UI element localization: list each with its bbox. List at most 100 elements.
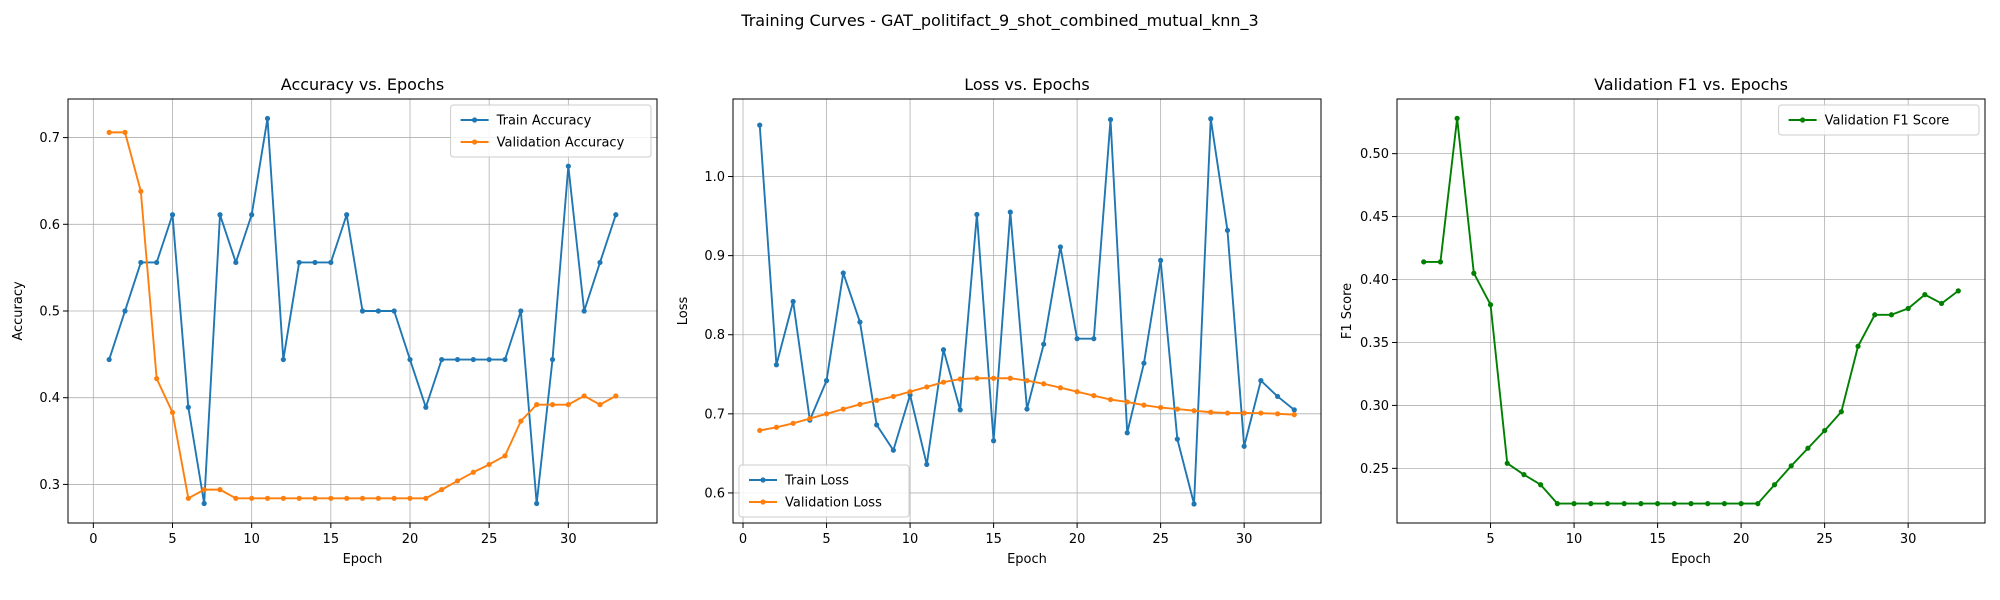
data-point bbox=[1638, 501, 1644, 507]
data-point bbox=[470, 469, 476, 475]
x-axis-label: Epoch bbox=[1671, 552, 1711, 567]
legend-label: Train Loss bbox=[784, 474, 849, 489]
data-point bbox=[391, 495, 397, 501]
data-point bbox=[518, 308, 524, 314]
data-point bbox=[169, 409, 176, 416]
data-point bbox=[1124, 399, 1130, 405]
data-point bbox=[1705, 501, 1711, 507]
data-point bbox=[957, 407, 963, 413]
data-point bbox=[423, 495, 429, 501]
data-point bbox=[1024, 378, 1030, 384]
y-tick-label: 0.7 bbox=[39, 131, 60, 146]
data-point bbox=[1487, 302, 1494, 308]
x-tick-label: 20 bbox=[402, 532, 419, 547]
x-tick-label: 5 bbox=[168, 532, 176, 547]
data-point bbox=[1241, 443, 1247, 449]
axes-frame bbox=[732, 98, 1322, 524]
data-point bbox=[249, 495, 255, 501]
data-point bbox=[1721, 501, 1728, 507]
y-tick-label: 1.0 bbox=[704, 170, 725, 185]
x-tick-label: 30 bbox=[560, 532, 577, 547]
data-point bbox=[106, 356, 112, 363]
data-point bbox=[1554, 501, 1560, 507]
x-tick-label: 5 bbox=[822, 532, 830, 547]
legend-swatch-marker bbox=[760, 477, 766, 483]
data-point bbox=[1437, 259, 1444, 265]
chart-panel-2: 0 5 10 15 20 25 30 0.6 0.7 0.8 0.9 1.0 Loss vs. Epoc… bbox=[676, 75, 1322, 567]
data-point bbox=[280, 495, 286, 501]
data-point bbox=[154, 376, 160, 382]
data-point bbox=[1124, 430, 1130, 436]
data-point bbox=[1838, 409, 1844, 415]
data-point bbox=[1274, 393, 1281, 400]
data-point bbox=[375, 308, 381, 314]
data-point bbox=[1158, 404, 1164, 411]
data-point bbox=[940, 379, 947, 385]
data-point bbox=[154, 259, 160, 266]
data-point bbox=[1888, 312, 1895, 318]
y-tick-label: 0.50 bbox=[1360, 147, 1389, 162]
data-point bbox=[1872, 312, 1878, 318]
data-point bbox=[486, 461, 492, 468]
data-point bbox=[757, 122, 763, 128]
x-tick-label: 15 bbox=[985, 532, 1002, 547]
data-point bbox=[454, 356, 461, 363]
data-point bbox=[1158, 257, 1164, 263]
data-point bbox=[1291, 407, 1297, 413]
data-point bbox=[1024, 406, 1030, 412]
data-point bbox=[1621, 501, 1627, 507]
data-point bbox=[1604, 501, 1611, 507]
x-tick-label: 30 bbox=[1236, 532, 1253, 547]
data-point bbox=[1671, 501, 1677, 507]
data-point bbox=[439, 356, 445, 363]
legend-box bbox=[738, 464, 910, 518]
data-point bbox=[1538, 482, 1544, 488]
data-point bbox=[1955, 288, 1961, 294]
data-point bbox=[1074, 336, 1080, 342]
y-tick-label: 0.7 bbox=[704, 407, 725, 422]
data-point bbox=[773, 424, 780, 430]
x-tick-label: 15 bbox=[323, 532, 340, 547]
data-point bbox=[1738, 501, 1744, 507]
data-point bbox=[502, 453, 508, 459]
x-axis-label: Epoch bbox=[1007, 552, 1047, 567]
legend: Train Accuracy Validation Accuracy bbox=[450, 104, 652, 158]
data-point bbox=[1041, 381, 1047, 387]
data-point bbox=[328, 495, 334, 501]
data-point bbox=[518, 418, 524, 424]
data-point bbox=[534, 402, 540, 408]
data-point bbox=[1174, 406, 1180, 412]
data-point bbox=[613, 212, 619, 218]
data-point bbox=[296, 259, 302, 266]
data-point bbox=[1788, 463, 1794, 469]
data-point bbox=[1571, 501, 1577, 507]
data-point bbox=[549, 356, 556, 363]
data-point bbox=[470, 356, 476, 363]
data-point bbox=[296, 495, 302, 501]
data-point bbox=[790, 420, 796, 426]
chart-title: Validation F1 vs. Epochs bbox=[1594, 75, 1788, 94]
data-point bbox=[840, 406, 846, 412]
data-point bbox=[407, 495, 413, 501]
legend-label: Validation F1 Score bbox=[1825, 114, 1950, 129]
data-point bbox=[249, 212, 255, 218]
data-point bbox=[790, 298, 796, 305]
data-point bbox=[185, 495, 191, 501]
y-tick-label: 0.45 bbox=[1360, 210, 1389, 225]
charts-container: 0 5 10 15 20 25 30 0.3 0.4 0.5 0.6 0.7 Accuracy vs. … bbox=[11, 75, 1986, 567]
data-point bbox=[1938, 300, 1945, 307]
data-point bbox=[233, 259, 239, 266]
y-tick-label: 0.3 bbox=[39, 478, 60, 493]
data-point bbox=[1174, 436, 1180, 442]
y-axis-label: Accuracy bbox=[11, 281, 26, 341]
x-tick-label: 20 bbox=[1733, 532, 1750, 547]
figure-suptitle: Training Curves - GAT_politifact_9_shot_… bbox=[740, 11, 1258, 31]
data-point bbox=[344, 212, 350, 218]
data-point bbox=[1057, 385, 1064, 391]
data-point bbox=[1141, 402, 1147, 408]
data-point bbox=[1654, 501, 1661, 507]
data-point bbox=[534, 500, 540, 507]
data-point bbox=[1822, 427, 1828, 434]
data-point bbox=[565, 163, 571, 169]
x-tick-label: 10 bbox=[1566, 532, 1583, 547]
